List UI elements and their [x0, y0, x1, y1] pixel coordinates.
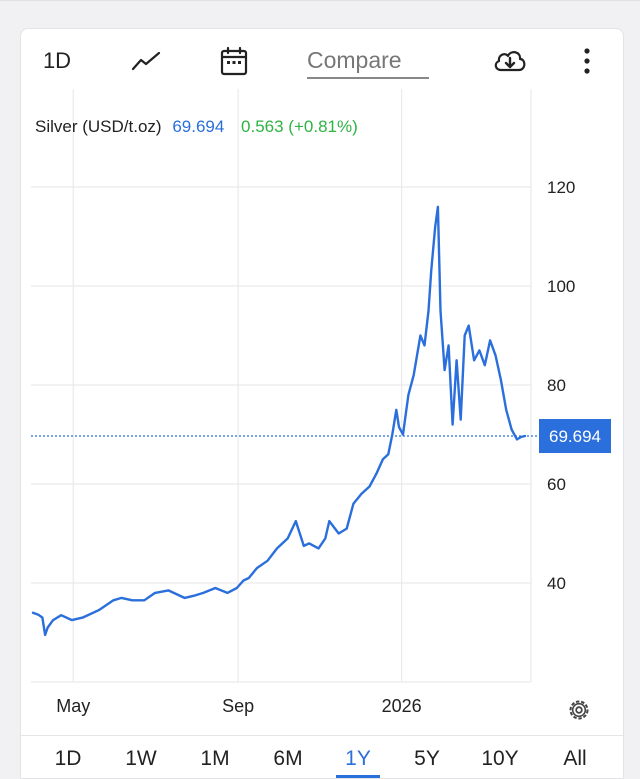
- y-tick-label: 80: [547, 376, 566, 395]
- chart-toolbar: 1D Compare: [21, 29, 623, 99]
- period-1w[interactable]: 1W: [125, 747, 157, 770]
- y-tick-label: 40: [547, 574, 566, 593]
- x-tick-label: 2026: [382, 696, 422, 716]
- period-6m[interactable]: 6M: [273, 747, 303, 770]
- y-tick-label: 60: [547, 475, 566, 494]
- y-tick-label: 120: [547, 178, 575, 197]
- price-change: 0.563 (+0.81%): [241, 117, 358, 136]
- period-10y[interactable]: 10Y: [481, 747, 519, 770]
- range-button[interactable]: 1D: [42, 48, 72, 73]
- more-vertical-icon[interactable]: [569, 43, 605, 79]
- instrument-header: Silver (USD/t.oz) 69.694 0.563 (+0.81%): [35, 117, 358, 137]
- period-5y[interactable]: 5Y: [414, 747, 440, 770]
- period-1m[interactable]: 1M: [200, 747, 230, 770]
- calendar-icon[interactable]: [211, 43, 257, 79]
- price-tag-label: 69.694: [549, 427, 601, 446]
- chart-card: 1D Compare: [20, 28, 624, 779]
- compare-input[interactable]: Compare: [307, 43, 429, 79]
- cloud-download-icon[interactable]: [487, 43, 533, 79]
- settings-icon[interactable]: [566, 697, 592, 723]
- y-tick-label: 100: [547, 277, 575, 296]
- x-tick-label: Sep: [222, 696, 254, 716]
- period-1d[interactable]: 1D: [54, 747, 82, 770]
- x-tick-label: May: [56, 696, 90, 716]
- period-selector: 1D 1W 1M 6M 1Y 5Y 10Y All: [21, 735, 623, 778]
- period-1y[interactable]: 1Y: [328, 742, 388, 778]
- price-series-line: [31, 205, 527, 637]
- period-all[interactable]: All: [563, 747, 587, 770]
- instrument-name: Silver (USD/t.oz): [35, 117, 162, 136]
- price-tag: [539, 419, 611, 454]
- price-chart[interactable]: 40 60 80 100 120 May Sep 2026 69.694: [21, 29, 623, 719]
- line-chart-icon[interactable]: [121, 43, 171, 79]
- current-price: 69.694: [172, 117, 225, 136]
- top-divider: [0, 0, 640, 1]
